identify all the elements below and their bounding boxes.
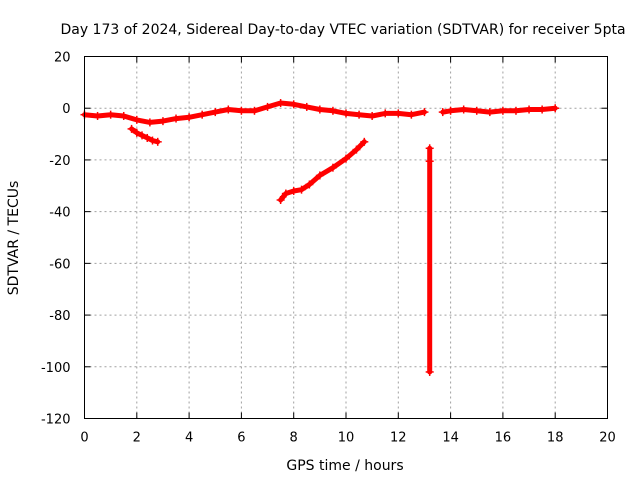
x-tick-label: 0	[80, 431, 88, 446]
data-point	[132, 128, 141, 137]
series-1	[438, 104, 560, 117]
y-tick-label: -60	[49, 257, 70, 272]
data-point	[315, 105, 324, 114]
data-point	[305, 180, 314, 189]
data-point	[138, 131, 147, 140]
data-point	[93, 111, 102, 120]
y-tick-label: 20	[54, 51, 71, 66]
data-point	[106, 110, 115, 119]
data-point	[538, 105, 547, 114]
data-point	[172, 114, 181, 123]
data-point	[425, 144, 434, 153]
data-point	[127, 124, 136, 133]
data-point	[198, 110, 207, 119]
x-tick-label: 12	[390, 431, 407, 446]
data-point	[446, 106, 455, 115]
x-tick-label: 2	[133, 431, 141, 446]
data-point	[185, 113, 194, 122]
data-point	[250, 106, 259, 115]
data-point	[224, 105, 233, 114]
data-point	[394, 109, 403, 118]
series-0	[80, 99, 429, 127]
data-point	[263, 102, 272, 111]
data-point	[485, 108, 494, 117]
data-point	[145, 118, 154, 127]
y-tick-label: -20	[49, 154, 70, 169]
y-tick-label: -100	[41, 361, 71, 376]
data-point	[355, 110, 364, 119]
data-point	[328, 163, 337, 172]
series-line	[278, 139, 367, 203]
x-tick-label: 16	[495, 431, 512, 446]
data-point	[302, 102, 311, 111]
data-point	[143, 133, 152, 142]
data-point	[119, 111, 128, 120]
series-2	[127, 124, 162, 146]
data-point	[425, 157, 434, 166]
y-tick-label: -120	[41, 413, 71, 428]
data-point	[315, 171, 324, 180]
y-axis-label: SDTVAR / TECUs	[6, 181, 22, 296]
data-point	[368, 111, 377, 120]
data-point	[420, 108, 429, 117]
series-line	[440, 105, 558, 115]
data-point	[281, 189, 290, 198]
data-point	[276, 99, 285, 108]
y-tick-label: -40	[49, 206, 70, 221]
data-point	[425, 367, 434, 376]
data-point	[352, 145, 361, 154]
x-tick-label: 18	[547, 431, 564, 446]
ticks: 0 2 4 6 8 10 12 14 16 18 20 20 0 -20 -40 -60 -80 -100 -120	[41, 51, 616, 446]
x-axis-label: GPS time / hours	[286, 458, 403, 474]
x-tick-label: 14	[442, 431, 459, 446]
data-point	[328, 106, 337, 115]
data-point	[551, 104, 560, 113]
x-tick-label: 8	[290, 431, 298, 446]
y-tick-label: -80	[49, 309, 70, 324]
data-point	[132, 115, 141, 124]
data-point	[342, 109, 350, 118]
data-point	[342, 154, 350, 163]
y-tick-label: 0	[62, 102, 70, 117]
x-tick-label: 10	[338, 431, 355, 446]
data-point	[511, 106, 520, 115]
data-point	[211, 108, 220, 117]
data-point	[498, 106, 507, 115]
data-point	[148, 136, 157, 145]
x-tick-label: 6	[237, 431, 245, 446]
data-point	[158, 117, 167, 126]
data-point	[381, 109, 390, 118]
series-4	[425, 144, 434, 376]
data-point	[525, 105, 534, 114]
data-point	[237, 106, 246, 115]
data-point	[276, 196, 285, 205]
data-point	[472, 106, 481, 115]
data-point	[459, 105, 468, 114]
data-point	[289, 186, 298, 195]
data-point	[360, 137, 369, 146]
data-layer	[80, 99, 560, 376]
data-point	[297, 185, 306, 194]
x-tick-label: 4	[185, 431, 193, 446]
data-point	[438, 108, 447, 117]
data-point	[153, 137, 162, 146]
data-point	[407, 110, 416, 119]
series-3	[276, 137, 369, 205]
chart-title: Day 173 of 2024, Sidereal Day-to-day VTE…	[60, 22, 625, 38]
x-tick-label: 20	[599, 431, 616, 446]
data-point	[289, 100, 298, 109]
